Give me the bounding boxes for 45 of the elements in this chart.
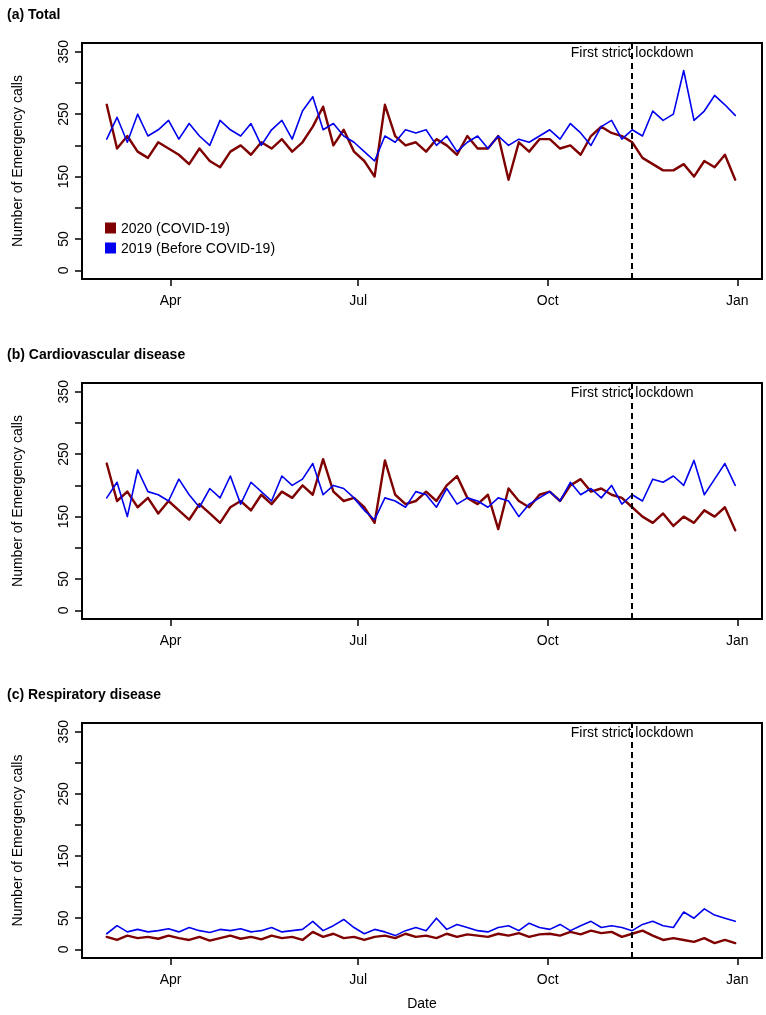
- y-tick-label: 350: [55, 719, 71, 744]
- chart-title: (c) Respiratory disease: [7, 686, 162, 702]
- line-series: [105, 457, 737, 532]
- line-series: [105, 908, 737, 937]
- line-series: [105, 69, 737, 162]
- y-tick-label: 150: [55, 164, 71, 189]
- line-series: [105, 103, 737, 181]
- x-tick-label: Jul: [349, 632, 368, 648]
- x-tick-label: Apr: [159, 292, 182, 308]
- y-tick-label: 350: [55, 39, 71, 64]
- ref-line-label: First strict lockdown: [570, 44, 694, 60]
- legend-label: 2019 (Before COVID-19): [121, 240, 276, 256]
- y-tick-label: 50: [55, 231, 71, 247]
- x-tick-label: Oct: [536, 971, 559, 987]
- y-tick-label: 350: [55, 379, 71, 404]
- y-tick-label: 250: [55, 102, 71, 126]
- y-tick-label: 150: [55, 844, 71, 868]
- x-tick-label: Jan: [725, 971, 749, 987]
- line-series: [105, 929, 737, 945]
- x-tick-label: Jul: [349, 292, 368, 308]
- x-tick-label: Oct: [536, 292, 559, 308]
- ref-line-label: First strict lockdown: [570, 724, 694, 740]
- chart-title: (b) Cardiovascular disease: [7, 346, 186, 362]
- y-axis-title: Number of Emergency calls: [9, 75, 25, 247]
- x-tick-label: Apr: [159, 971, 182, 987]
- y-tick-label: 250: [55, 442, 71, 466]
- legend-label: 2020 (COVID-19): [121, 220, 230, 236]
- y-tick-label: 50: [55, 910, 71, 926]
- x-axis-title: Date: [407, 995, 437, 1011]
- x-tick-label: Apr: [159, 632, 182, 648]
- ref-line-label: First strict lockdown: [570, 384, 694, 400]
- line-series: [105, 459, 737, 521]
- chart-title: (a) Total: [7, 6, 61, 22]
- y-axis-title: Number of Emergency calls: [9, 415, 25, 587]
- y-tick-label: 50: [55, 571, 71, 587]
- x-tick-label: Jan: [725, 632, 749, 648]
- x-tick-label: Oct: [536, 632, 559, 648]
- y-tick-label: 0: [55, 945, 71, 954]
- y-tick-label: 0: [55, 606, 71, 615]
- y-tick-label: 0: [55, 266, 71, 275]
- y-tick-label: 250: [55, 781, 71, 806]
- x-tick-label: Jul: [349, 971, 368, 987]
- x-tick-label: Jan: [725, 292, 749, 308]
- y-tick-label: 150: [55, 504, 71, 529]
- y-axis-title: Number of Emergency calls: [9, 754, 25, 927]
